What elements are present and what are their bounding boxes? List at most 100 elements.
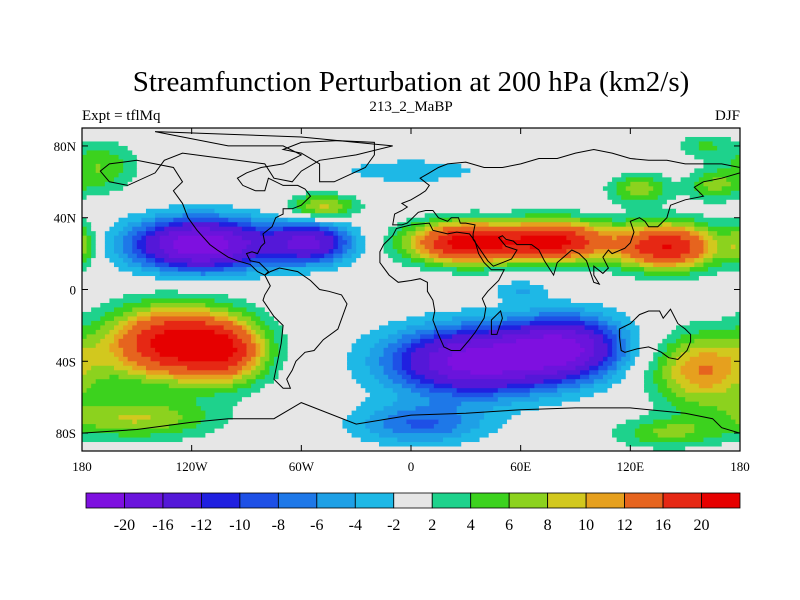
- field-cell: [360, 383, 385, 389]
- colorbar-label: -4: [349, 517, 362, 534]
- field-cell: [621, 379, 645, 385]
- field-cell: [155, 226, 165, 232]
- field-cell: [351, 213, 426, 219]
- field-cell: [132, 240, 138, 246]
- field-cell: [118, 356, 129, 362]
- field-cell: [136, 338, 152, 344]
- field-cell: [123, 163, 138, 169]
- field-cell: [251, 213, 280, 219]
- field-cell: [543, 365, 577, 371]
- field-cell: [484, 415, 513, 421]
- field-cell: [420, 338, 435, 344]
- field-cell: [177, 379, 234, 385]
- field-cell: [639, 231, 691, 237]
- field-cell: [625, 186, 654, 192]
- y-tick-label: 80S: [56, 426, 76, 441]
- field-cell: [644, 258, 686, 264]
- field-cell: [82, 154, 120, 161]
- field-cell: [356, 235, 366, 241]
- field-cell: [251, 262, 307, 268]
- field-cell: [666, 379, 677, 385]
- field-cell: [502, 424, 618, 430]
- field-cell: [214, 316, 229, 322]
- field-cell: [392, 356, 403, 362]
- field-cell: [127, 356, 152, 362]
- field-cell: [721, 262, 740, 268]
- field-cell: [374, 410, 398, 416]
- field-cell: [653, 428, 695, 434]
- field-cell: [717, 249, 740, 255]
- field-cell: [401, 383, 417, 389]
- colorbar-swatch: [239, 492, 279, 509]
- field-cell: [401, 365, 412, 371]
- field-cell: [708, 244, 718, 250]
- field-cell: [644, 374, 654, 380]
- field-cell: [593, 392, 650, 398]
- field-cell: [708, 186, 723, 192]
- field-cell: [155, 289, 179, 295]
- field-cell: [411, 253, 421, 259]
- field-cell: [273, 379, 357, 385]
- field-cell: [657, 388, 673, 394]
- field-cell: [625, 177, 654, 183]
- field-cell: [123, 361, 138, 367]
- field-cell: [246, 267, 280, 273]
- field-cell: [333, 222, 353, 228]
- field-cell: [82, 204, 170, 210]
- field-cell: [538, 406, 654, 412]
- colorbar-label: 2: [428, 517, 436, 534]
- field-cell: [292, 235, 316, 241]
- field-cell: [141, 235, 147, 241]
- field-cell: [337, 231, 348, 237]
- field-cell: [310, 199, 339, 205]
- colorbar-label: -6: [310, 517, 323, 534]
- field-cell: [580, 217, 613, 223]
- field-cell: [333, 231, 339, 237]
- field-cell: [433, 334, 453, 340]
- field-cell: [136, 347, 156, 353]
- field-cell: [118, 154, 138, 161]
- field-cell: [347, 415, 371, 421]
- field-cell: [680, 141, 700, 147]
- field-cell: [351, 343, 376, 349]
- field-cell: [379, 379, 394, 385]
- field-cell: [557, 370, 581, 376]
- field-cell: [337, 244, 344, 250]
- field-cell: [255, 302, 499, 309]
- field-cell: [730, 370, 740, 376]
- colorbar-label: -2: [387, 517, 400, 534]
- field-cell: [278, 343, 289, 349]
- colorbar-label: -12: [191, 517, 212, 534]
- field-cell: [411, 361, 430, 367]
- field-cell: [196, 401, 238, 407]
- field-cell: [82, 325, 101, 331]
- field-cell: [598, 365, 609, 371]
- field-cell: [570, 213, 705, 219]
- field-cell: [241, 374, 257, 380]
- x-tick-label: 120W: [176, 459, 209, 474]
- field-cell: [305, 262, 334, 268]
- field-cell: [616, 370, 627, 376]
- field-cell: [689, 172, 705, 178]
- field-cell: [584, 244, 636, 250]
- field-cell: [82, 213, 129, 219]
- field-cell: [406, 347, 417, 353]
- field-cell: [442, 437, 481, 443]
- field-cell: [155, 213, 184, 219]
- colorbar-swatch: [662, 492, 702, 509]
- field-cell: [342, 249, 348, 255]
- field-cell: [529, 289, 549, 295]
- field-cell: [621, 356, 631, 362]
- field-cell: [730, 383, 740, 389]
- field-cell: [232, 415, 348, 421]
- field-cell: [685, 150, 740, 156]
- field-cell: [616, 343, 627, 349]
- field-cell: [607, 379, 622, 385]
- field-cell: [698, 276, 740, 282]
- field-cell: [438, 222, 462, 228]
- field-cell: [698, 231, 709, 237]
- field-cell: [287, 352, 348, 358]
- colorbar-swatch: [470, 492, 510, 509]
- field-cell: [283, 361, 348, 367]
- field-cell: [269, 338, 275, 344]
